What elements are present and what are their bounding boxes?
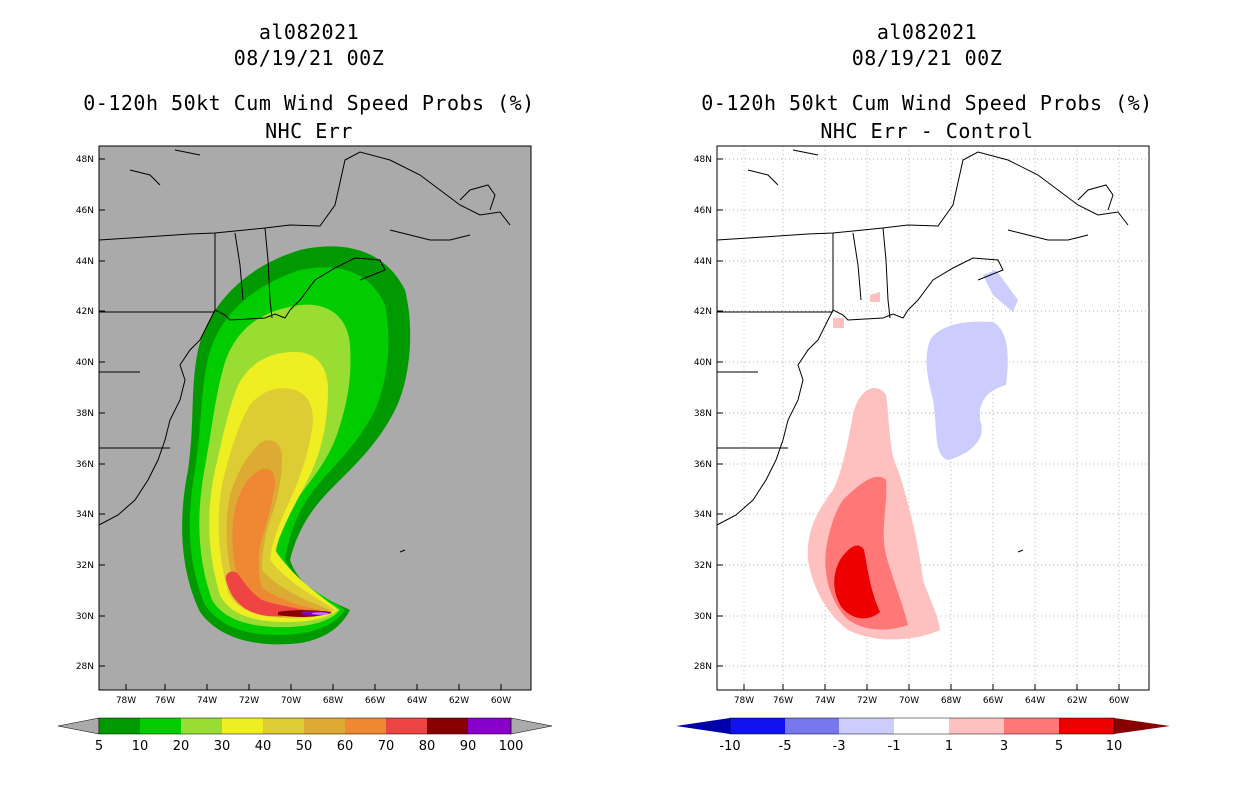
lon-label: 64W (407, 696, 427, 706)
colorbar-label: 60 (337, 739, 354, 754)
colorbar-label: 20 (173, 739, 190, 754)
colorbar-label: -5 (779, 739, 792, 754)
lat-axis: 48N 46N 44N 42N 40N 38N 36N 34N 32N 30N … (694, 155, 723, 672)
lat-label: 38N (694, 409, 712, 419)
left-map: 48N 46N 44N 42N 40N 38N 36N 34N 32N 30N … (57, 145, 553, 754)
lon-axis: 78W 76W 74W 72W 70W 68W 66W 64W 62W 60W (734, 684, 1129, 706)
lon-label: 74W (815, 696, 835, 706)
lon-label: 74W (197, 696, 217, 706)
contour-70 (225, 571, 318, 617)
lon-label: 62W (449, 696, 469, 706)
lat-label: 32N (76, 561, 94, 571)
lat-label: 34N (694, 510, 712, 520)
colorbar-label: 70 (378, 739, 395, 754)
lon-label: 78W (116, 696, 136, 706)
subtitle: NHC Err (265, 119, 353, 143)
lat-label: 44N (694, 257, 712, 267)
lon-label: 68W (941, 696, 961, 706)
lat-label: 36N (694, 460, 712, 470)
colorbar-label: 1 (945, 739, 953, 754)
colorbar: -10 -5 -3 -1 1 3 5 10 (676, 717, 1170, 754)
storm-id: al082021 (258, 20, 360, 44)
product-title: 0-120h 50kt Cum Wind Speed Probs (%) (83, 91, 535, 115)
lat-label: 32N (694, 561, 712, 571)
lat-label: 28N (76, 662, 94, 672)
lat-label: 46N (76, 206, 94, 216)
lon-axis: 78W 76W 74W 72W 70W 68W 66W 64W 62W 60W (116, 684, 511, 706)
lon-label: 70W (281, 696, 301, 706)
lon-label: 72W (857, 696, 877, 706)
lat-label: 46N (694, 206, 712, 216)
lon-label: 60W (1109, 696, 1129, 706)
lon-label: 66W (365, 696, 385, 706)
lon-label: 72W (239, 696, 259, 706)
colorbar-label: 90 (460, 739, 477, 754)
lat-label: 28N (694, 662, 712, 672)
lon-label: 62W (1067, 696, 1087, 706)
lat-label: 42N (76, 307, 94, 317)
colorbar-label: 10 (1106, 739, 1123, 754)
colorbar-label: 40 (255, 739, 272, 754)
colorbar-label: -1 (888, 739, 901, 754)
colorbar-label: 50 (296, 739, 313, 754)
colorbar-label: 3 (1000, 739, 1008, 754)
lon-label: 78W (734, 696, 754, 706)
datetime: 08/19/21 00Z (233, 46, 385, 70)
lat-axis: 48N 46N 44N 42N 40N 38N 36N 34N 32N 30N … (76, 155, 105, 672)
subtitle: NHC Err - Control (820, 119, 1034, 143)
diff-negative-a (926, 321, 1008, 460)
coastlines (99, 149, 511, 553)
colorbar-label: 80 (419, 739, 436, 754)
diff-positive-5 (834, 545, 880, 619)
lat-label: 38N (76, 409, 94, 419)
colorbar-label: 5 (1055, 739, 1063, 754)
colorbar-label: 5 (95, 739, 103, 754)
lat-label: 34N (76, 510, 94, 520)
coastlines (717, 149, 1129, 553)
lon-label: 64W (1025, 696, 1045, 706)
lat-label: 40N (76, 358, 94, 368)
storm-id: al082021 (876, 20, 978, 44)
lat-label: 36N (76, 460, 94, 470)
map-frame (98, 145, 532, 691)
datetime: 08/19/21 00Z (851, 46, 1003, 70)
colorbar-label: 10 (132, 739, 149, 754)
colorbar-label: 30 (214, 739, 231, 754)
product-title: 0-120h 50kt Cum Wind Speed Probs (%) (701, 91, 1153, 115)
colorbar-label: -3 (833, 739, 846, 754)
lon-label: 76W (773, 696, 793, 706)
left-map-panel: al082021 08/19/21 00Z 0-120h 50kt Cum Wi… (57, 20, 553, 754)
diff-positive-small2 (870, 292, 880, 302)
lat-label: 30N (76, 612, 94, 622)
lon-label: 60W (491, 696, 511, 706)
lon-label: 76W (155, 696, 175, 706)
right-map: 48N 46N 44N 42N 40N 38N 36N 34N 32N 30N … (676, 145, 1170, 754)
lat-label: 40N (694, 358, 712, 368)
colorbar-label: 100 (499, 739, 524, 754)
lat-label: 48N (76, 155, 94, 165)
lat-label: 42N (694, 307, 712, 317)
map-frame (716, 145, 1150, 691)
colorbar: 5 10 20 30 40 50 60 70 80 90 100 (57, 717, 553, 754)
diff-positive-small (833, 318, 844, 328)
colorbar-label: -10 (719, 739, 740, 754)
lat-label: 44N (76, 257, 94, 267)
diff-negative-b (983, 270, 1018, 312)
contour-100 (312, 612, 330, 615)
lat-label: 48N (694, 155, 712, 165)
lat-label: 30N (694, 612, 712, 622)
lon-label: 70W (899, 696, 919, 706)
right-map-panel: al082021 08/19/21 00Z 0-120h 50kt Cum Wi… (618, 0, 1236, 800)
contour-60 (232, 468, 320, 614)
lon-label: 66W (983, 696, 1003, 706)
lon-label: 68W (323, 696, 343, 706)
